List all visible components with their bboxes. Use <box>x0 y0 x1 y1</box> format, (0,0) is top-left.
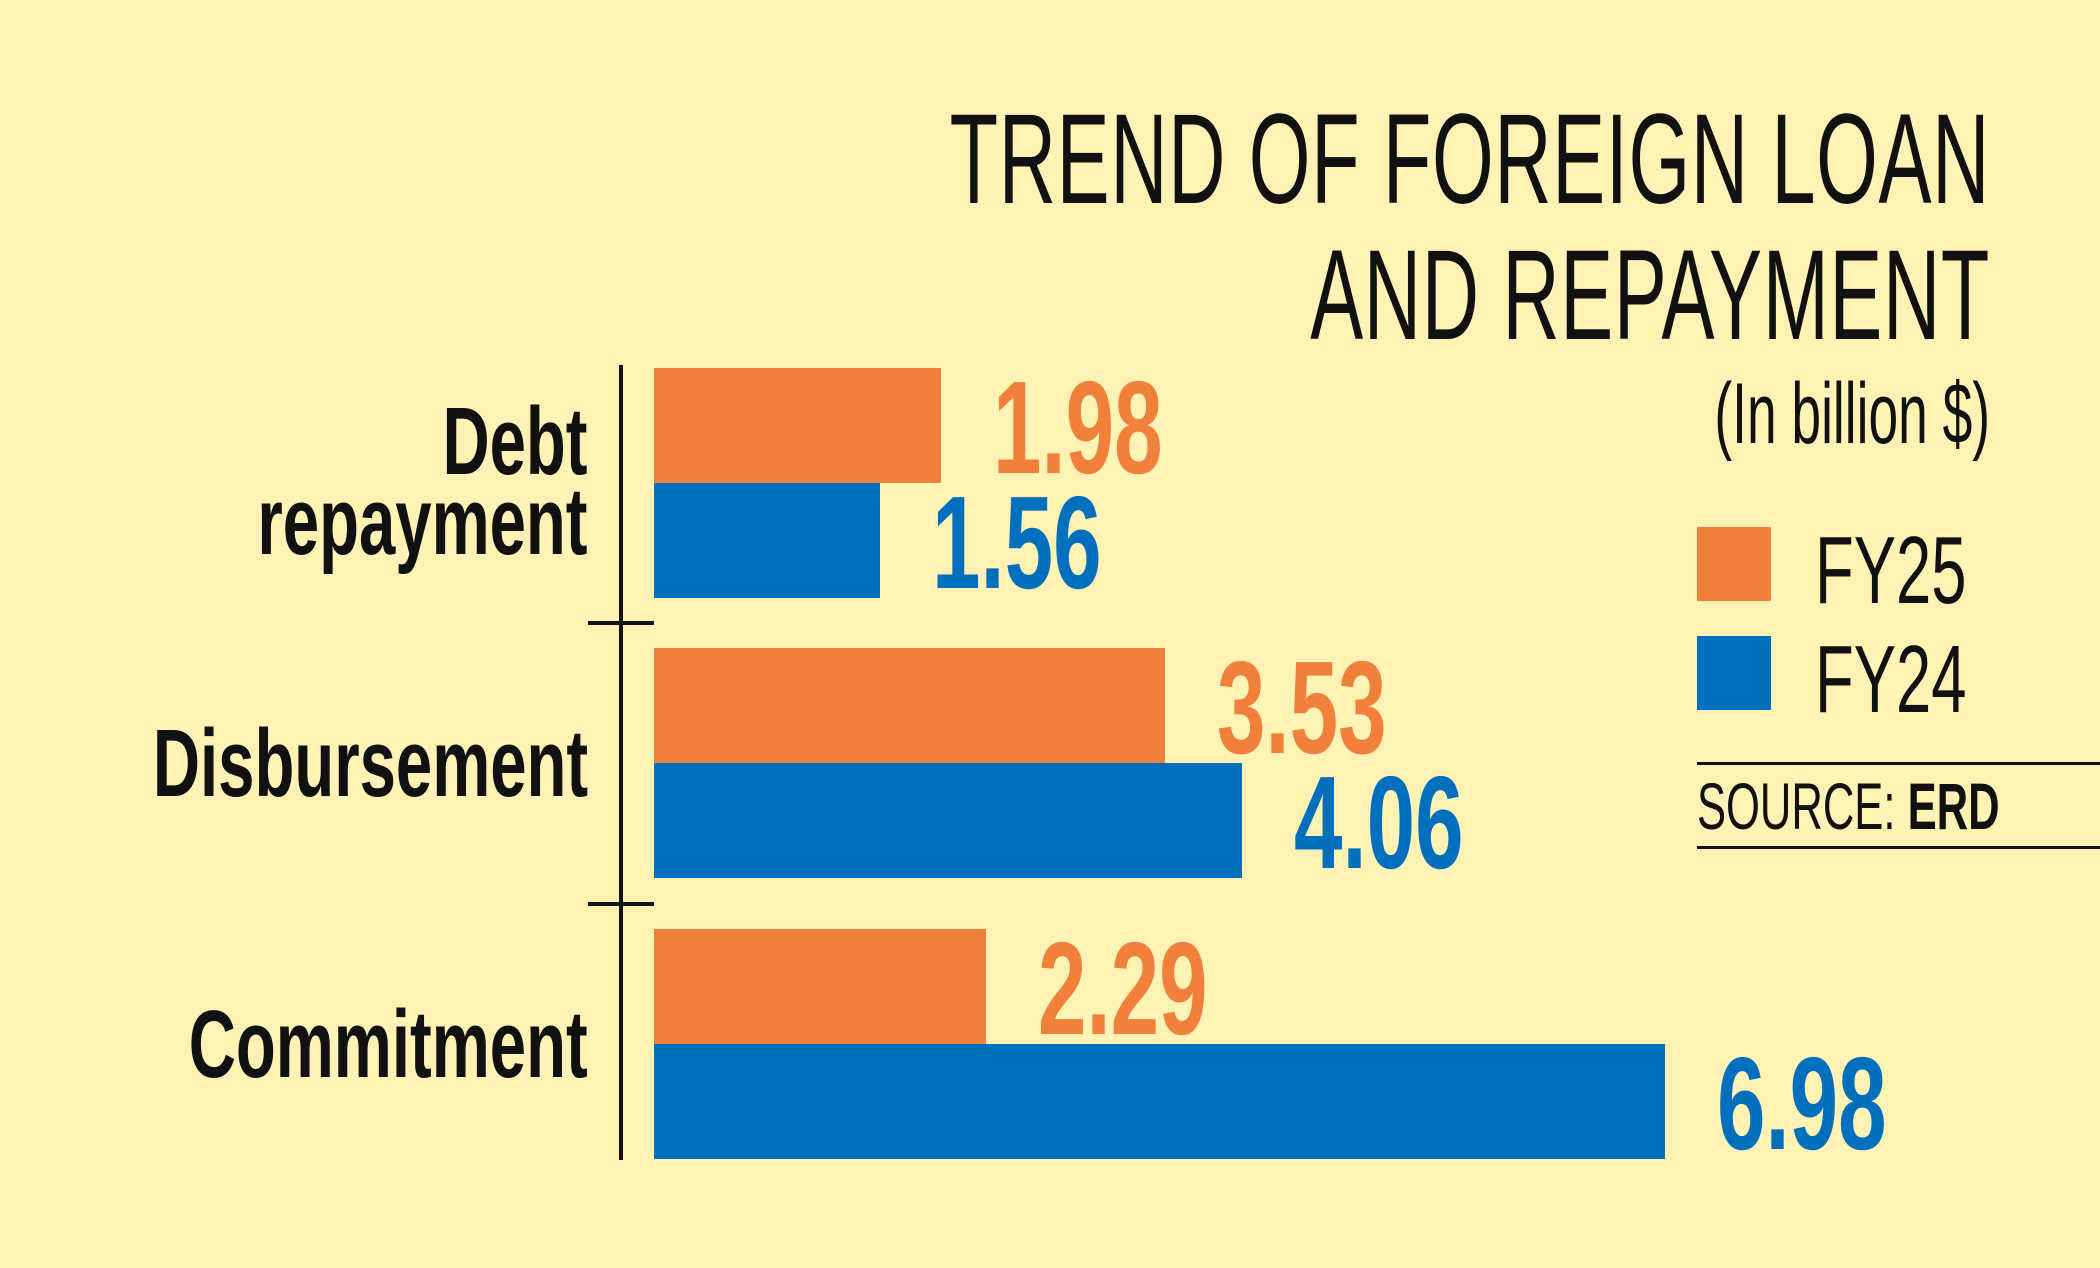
bar-commitment-fy24 <box>654 1044 1665 1159</box>
value-label-debt-repayment-fy25: 1.98 <box>993 354 1163 501</box>
value-label-disbursement-fy24: 4.06 <box>1294 749 1464 896</box>
bar-commitment-fy25 <box>654 929 986 1044</box>
category-label-line: repayment <box>257 468 588 575</box>
category-label-disbursement: Disbursement <box>0 710 588 817</box>
value-label-disbursement-fy25: 3.53 <box>1217 634 1387 781</box>
value-label-commitment-fy24: 6.98 <box>1717 1030 1887 1177</box>
chart-title-block: TREND OF FOREIGN LOAN AND REPAYMENT (In … <box>312 88 1990 463</box>
category-label-debt-repayment: Debt repayment <box>102 388 588 575</box>
value-label-commitment-fy25: 2.29 <box>1038 915 1208 1062</box>
category-label-commitment: Commitment <box>1 991 588 1098</box>
source-prefix: SOURCE: <box>1697 769 1896 843</box>
bar-debt-repayment-fy25 <box>654 368 941 483</box>
source-note: SOURCE: ERD <box>1697 773 2000 839</box>
category-label-line: Commitment <box>189 991 588 1098</box>
category-separator-tick <box>588 902 654 906</box>
bar-disbursement-fy25 <box>654 648 1165 763</box>
bar-disbursement-fy24 <box>654 763 1242 878</box>
category-label-line: Disbursement <box>152 710 588 817</box>
value-label-debt-repayment-fy24: 1.56 <box>932 469 1102 616</box>
source-name: ERD <box>1907 769 2000 843</box>
category-label-line: Debt <box>442 388 588 495</box>
chart-title-line-2: AND REPAYMENT <box>1310 224 1990 367</box>
source-rule-bottom <box>1697 846 2100 849</box>
bar-debt-repayment-fy24 <box>654 483 880 598</box>
chart-unit-subtitle: (In billion $) <box>1714 366 1990 462</box>
legend-swatch-fy24 <box>1697 636 1771 710</box>
chart-title-line-1: TREND OF FOREIGN LOAN <box>949 88 1990 231</box>
source-rule-top <box>1697 762 2100 765</box>
legend-label-fy25: FY25 <box>1815 517 1967 624</box>
legend-swatch-fy25 <box>1697 527 1771 601</box>
category-separator-tick <box>588 621 654 625</box>
category-axis-line <box>619 365 623 1160</box>
legend-label-fy24: FY24 <box>1815 626 1967 733</box>
